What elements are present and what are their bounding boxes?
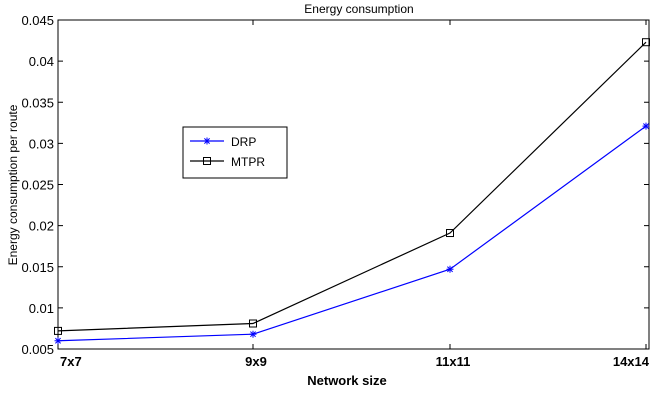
x-tick-label: 7x7 [60, 354, 82, 369]
legend: DRP MTPR [182, 126, 288, 179]
asterisk-marker [446, 265, 454, 273]
x-tick-label: 11x11 [436, 354, 471, 369]
x-tick-label: 9x9 [245, 354, 267, 369]
square-marker [446, 229, 454, 238]
x-axis: 7x7 9x9 11x11 14x14 [57, 20, 650, 369]
y-tick-label: 0.015 [21, 260, 54, 275]
series-line [57, 125, 647, 342]
square-marker [642, 38, 650, 47]
y-axis-label: Energy consumption per route [6, 104, 20, 265]
y-tick-label: 0.02 [29, 219, 54, 234]
y-tick-label: 0.025 [21, 178, 54, 193]
legend-box [182, 126, 288, 179]
y-tick-label: 0.01 [29, 301, 54, 316]
legend-item-drp: DRP [190, 135, 256, 149]
series-layer [54, 38, 650, 345]
square-marker [54, 326, 62, 335]
asterisk-marker [203, 137, 211, 145]
y-axis: 0.005 0.01 0.015 0.02 0.025 0.03 0.035 0.04 0.04… [21, 13, 649, 357]
chart-title: Energy consumption [304, 2, 413, 16]
y-tick-label: 0.035 [21, 95, 54, 110]
y-tick-label: 0.04 [29, 54, 54, 69]
legend-label: DRP [231, 135, 256, 149]
x-tick-label: 14x14 [613, 354, 650, 369]
asterisk-marker [249, 330, 257, 338]
series-line [57, 41, 647, 332]
x-axis-label: Network size [307, 373, 386, 388]
series-drp [54, 122, 650, 345]
asterisk-marker [642, 122, 650, 130]
legend-item-mtpr: MTPR [190, 155, 265, 169]
legend-label: MTPR [231, 155, 265, 169]
y-tick-label: 0.005 [21, 342, 54, 357]
series-mtpr [54, 38, 650, 335]
y-tick-label: 0.045 [21, 13, 54, 28]
square-marker [249, 319, 257, 328]
y-tick-label: 0.03 [29, 136, 54, 151]
plot-area [57, 19, 650, 350]
asterisk-marker [54, 337, 62, 345]
square-marker [203, 157, 211, 165]
